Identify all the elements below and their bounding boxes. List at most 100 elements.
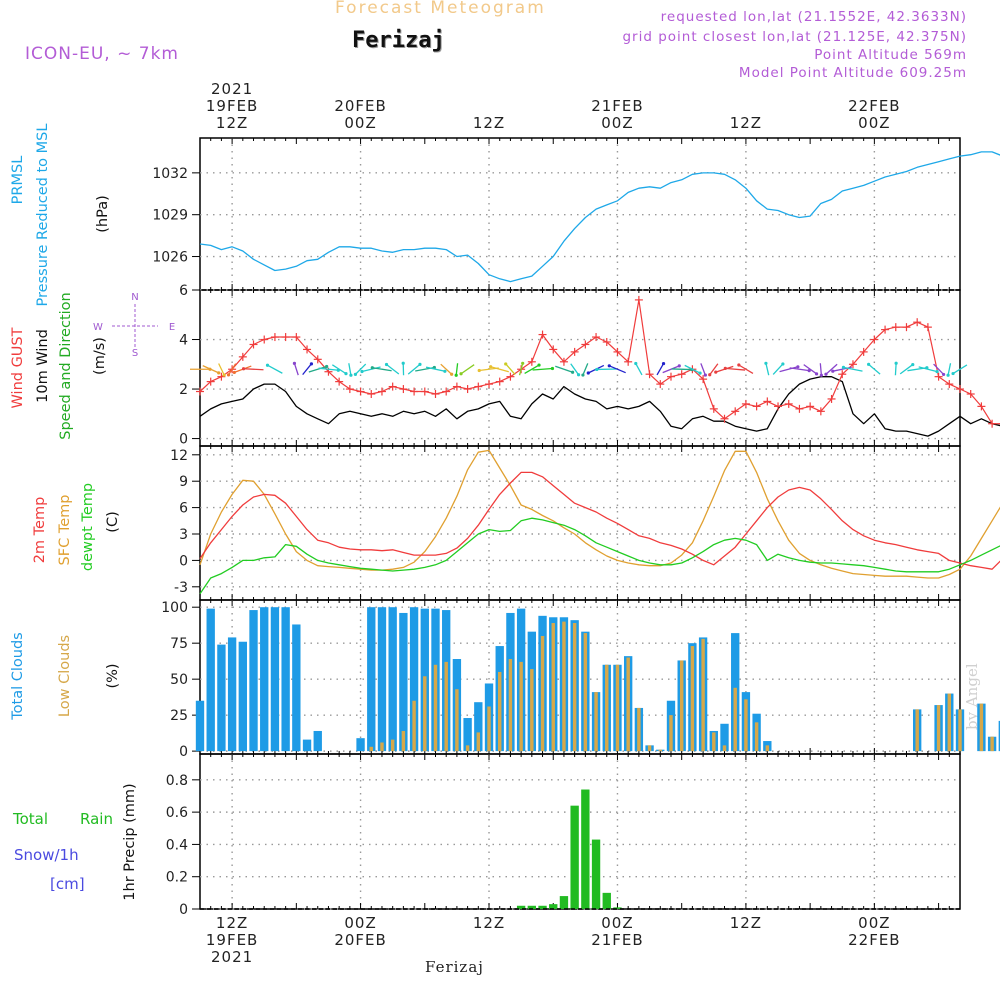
- clouds-panel-frame: [199, 599, 961, 755]
- pressure-line: [199, 151, 1000, 283]
- precip-ytick-label: 0.6: [166, 805, 188, 821]
- rain-bar: [538, 905, 547, 909]
- wind-direction-arrowhead: [723, 366, 727, 371]
- wind-direction-arrowhead: [353, 372, 358, 376]
- low-clouds-bar: [936, 705, 941, 752]
- wind-direction-arrowhead: [550, 366, 555, 371]
- wind-direction-arrowhead: [941, 372, 946, 377]
- wind-direction-arrow: [505, 363, 516, 375]
- wind-direction-arrow: [361, 366, 381, 373]
- low-clouds-bar: [583, 633, 588, 752]
- low-clouds-bar: [444, 661, 448, 752]
- wind-direction-arrowhead: [384, 362, 389, 367]
- low-clouds-bar: [380, 742, 384, 752]
- low-clouds-bar: [637, 707, 641, 752]
- wind-direction-arrow: [868, 363, 881, 375]
- wind-direction-arrowhead: [946, 373, 950, 377]
- total-clouds-bar: [238, 641, 247, 752]
- wind-direction-arrowhead: [450, 372, 454, 376]
- wind-direction-arrowhead: [571, 370, 575, 374]
- wind-direction-arrow: [318, 367, 339, 371]
- top-time-label: 12Z: [473, 114, 505, 132]
- wind-ytick-label: 4: [179, 333, 188, 349]
- wind-10m-label: 10m Wind: [35, 329, 51, 403]
- total-clouds-bar: [249, 610, 258, 752]
- rain-bar: [602, 892, 611, 909]
- wind-direction-arrow: [684, 364, 701, 374]
- low-clouds-bar: [626, 657, 630, 752]
- low-clouds-bar: [669, 715, 673, 752]
- bottom-time-label: 00Z: [344, 914, 376, 932]
- total-clouds-bar: [474, 702, 483, 752]
- wind-direction-arrow: [440, 363, 453, 375]
- top-time-label: 12Z: [730, 114, 762, 132]
- wind-direction-arrowhead: [586, 371, 590, 375]
- precip-rain-label: Rain: [80, 810, 113, 828]
- requested-location: requested lon,lat (21.1552E, 42.3633N): [660, 9, 967, 25]
- wind-ytick-label: 6: [179, 283, 188, 299]
- total-clouds-bar: [998, 720, 1000, 752]
- bottom-time-label: 19FEB: [206, 931, 258, 949]
- wind-direction-arrow: [662, 365, 680, 374]
- clouds-ytick-label: 75: [170, 636, 188, 652]
- top-time-label: 00Z: [858, 114, 890, 132]
- pressure-panel-frame: [199, 137, 961, 291]
- precip-total-label: Total: [12, 810, 48, 828]
- wind-direction-arrow: [582, 363, 589, 376]
- total-clouds-bar: [388, 607, 397, 752]
- wind-direction-arrowhead: [265, 363, 270, 367]
- rain-bar: [591, 839, 601, 909]
- wind-direction-arrow: [293, 363, 299, 376]
- top-time-label: 21FEB: [591, 97, 643, 115]
- wind-direction-arrow: [354, 363, 367, 375]
- wind-direction-arrow: [738, 364, 754, 375]
- low-clouds-bar: [412, 700, 416, 752]
- wind-direction-arrow: [555, 365, 573, 373]
- point-altitude: Point Altitude 569m: [814, 47, 967, 63]
- wind-direction-arrow: [524, 364, 540, 374]
- low-clouds-bar: [647, 745, 652, 752]
- wind-direction-arrow: [933, 363, 945, 375]
- pressure-ytick-label: 1029: [152, 208, 188, 224]
- wind-direction-arrow: [302, 363, 312, 376]
- wind-direction-arrow: [460, 364, 475, 375]
- wind-direction-arrow: [725, 367, 746, 371]
- total-clouds-bar: [377, 607, 387, 752]
- wind-direction-arrowhead: [814, 372, 819, 376]
- temperature-ytick-label: 12: [170, 448, 188, 464]
- total-clouds-bar: [302, 739, 312, 752]
- rain-bar: [613, 907, 622, 909]
- wind-direction-arrowhead: [222, 373, 226, 377]
- wind-direction-arrow: [772, 363, 784, 375]
- bottom-time-label: 00Z: [858, 914, 890, 932]
- total-clouds-bar: [356, 738, 365, 752]
- wind-direction-arrowhead: [867, 362, 871, 366]
- wind-direction-arrowhead: [661, 361, 666, 366]
- low-clouds-bar: [498, 671, 502, 752]
- precip-snow-label: Snow/1h: [14, 846, 79, 864]
- wind-direction-label: Speed and Direction: [58, 292, 74, 439]
- low-clouds-bar: [508, 659, 513, 752]
- wind-gust-line: [199, 299, 1000, 425]
- wind-direction-arrow: [843, 366, 863, 372]
- bottom-time-label: 00Z: [601, 914, 633, 932]
- low-clouds-bar: [915, 709, 919, 752]
- compass-n-label: N: [131, 292, 138, 303]
- wind-direction-arrow: [202, 365, 219, 374]
- low-clouds-bar: [455, 689, 459, 752]
- wind-direction-arrow: [825, 363, 838, 375]
- total-clouds-bar: [206, 608, 215, 752]
- rain-bar: [581, 789, 590, 909]
- wind-direction-arrow: [671, 368, 692, 371]
- top-time-label: 19FEB: [206, 97, 258, 115]
- wind-direction-arrow: [789, 367, 810, 372]
- wind-direction-arrowhead: [454, 373, 458, 377]
- wind-direction-arrowhead: [401, 361, 405, 365]
- wind-ytick-label: 0: [179, 432, 188, 448]
- precip-ytick-label: 0.2: [166, 870, 188, 886]
- wind-10m-line: [199, 376, 1000, 437]
- wind-direction-arrowhead: [708, 373, 712, 377]
- low-clouds-bar: [530, 669, 534, 752]
- temperature-ytick-label: 3: [179, 527, 188, 543]
- total-clouds-bar: [409, 607, 419, 752]
